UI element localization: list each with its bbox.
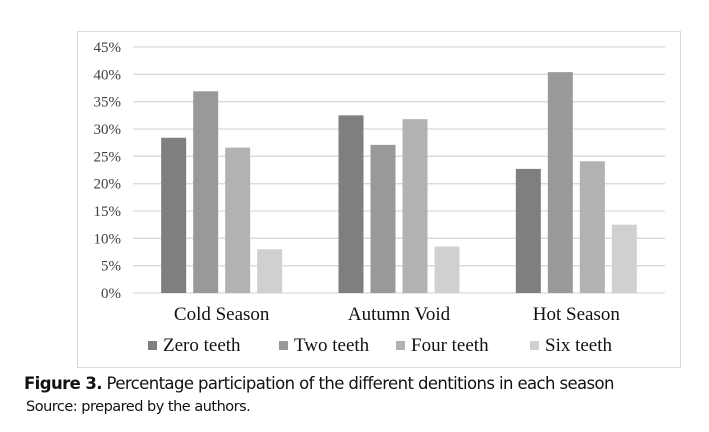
legend-label: Two teeth: [294, 335, 370, 356]
figure-caption-text: Percentage participation of the differen…: [101, 374, 615, 393]
y-tick-label: 10%: [94, 231, 122, 247]
legend-swatch: [396, 341, 405, 350]
y-tick-label: 15%: [94, 204, 122, 220]
bar: [193, 91, 219, 293]
y-tick-label: 40%: [94, 67, 122, 83]
bar: [225, 147, 251, 293]
y-tick-label: 35%: [94, 95, 122, 111]
legend-swatch: [148, 341, 157, 350]
y-tick-label: 20%: [94, 177, 122, 193]
bar: [515, 168, 541, 293]
bar: [370, 144, 396, 293]
legend-swatch: [530, 341, 539, 350]
bar: [257, 249, 283, 293]
bar: [611, 224, 637, 293]
bar: [402, 119, 428, 293]
legend-label: Four teeth: [411, 335, 489, 356]
figure-label: Figure 3.: [24, 374, 103, 393]
bar: [338, 115, 364, 293]
legend-label: Six teeth: [545, 335, 613, 356]
figure-source: Source: prepared by the authors.: [26, 399, 251, 415]
bar: [161, 137, 187, 293]
y-tick-label: 5%: [101, 259, 121, 275]
x-category-label: Autumn Void: [348, 304, 451, 325]
bar: [434, 246, 460, 293]
bar: [547, 72, 573, 293]
y-tick-label: 25%: [94, 149, 122, 165]
x-category-label: Cold Season: [174, 304, 270, 325]
x-category-label: Hot Season: [533, 304, 621, 325]
legend-label: Zero teeth: [163, 335, 241, 356]
legend-swatch: [279, 341, 288, 350]
bar-chart: 0% 5% 10% 15% 20% 25% 30% 35% 40% 45% Cold Season A…: [94, 40, 665, 356]
y-tick-label: 45%: [94, 40, 122, 56]
figure-caption: Figure 3. Percentage participation of th…: [24, 374, 614, 393]
y-tick-label: 30%: [94, 122, 122, 138]
y-tick-label: 0%: [101, 286, 121, 302]
bar: [579, 161, 605, 293]
